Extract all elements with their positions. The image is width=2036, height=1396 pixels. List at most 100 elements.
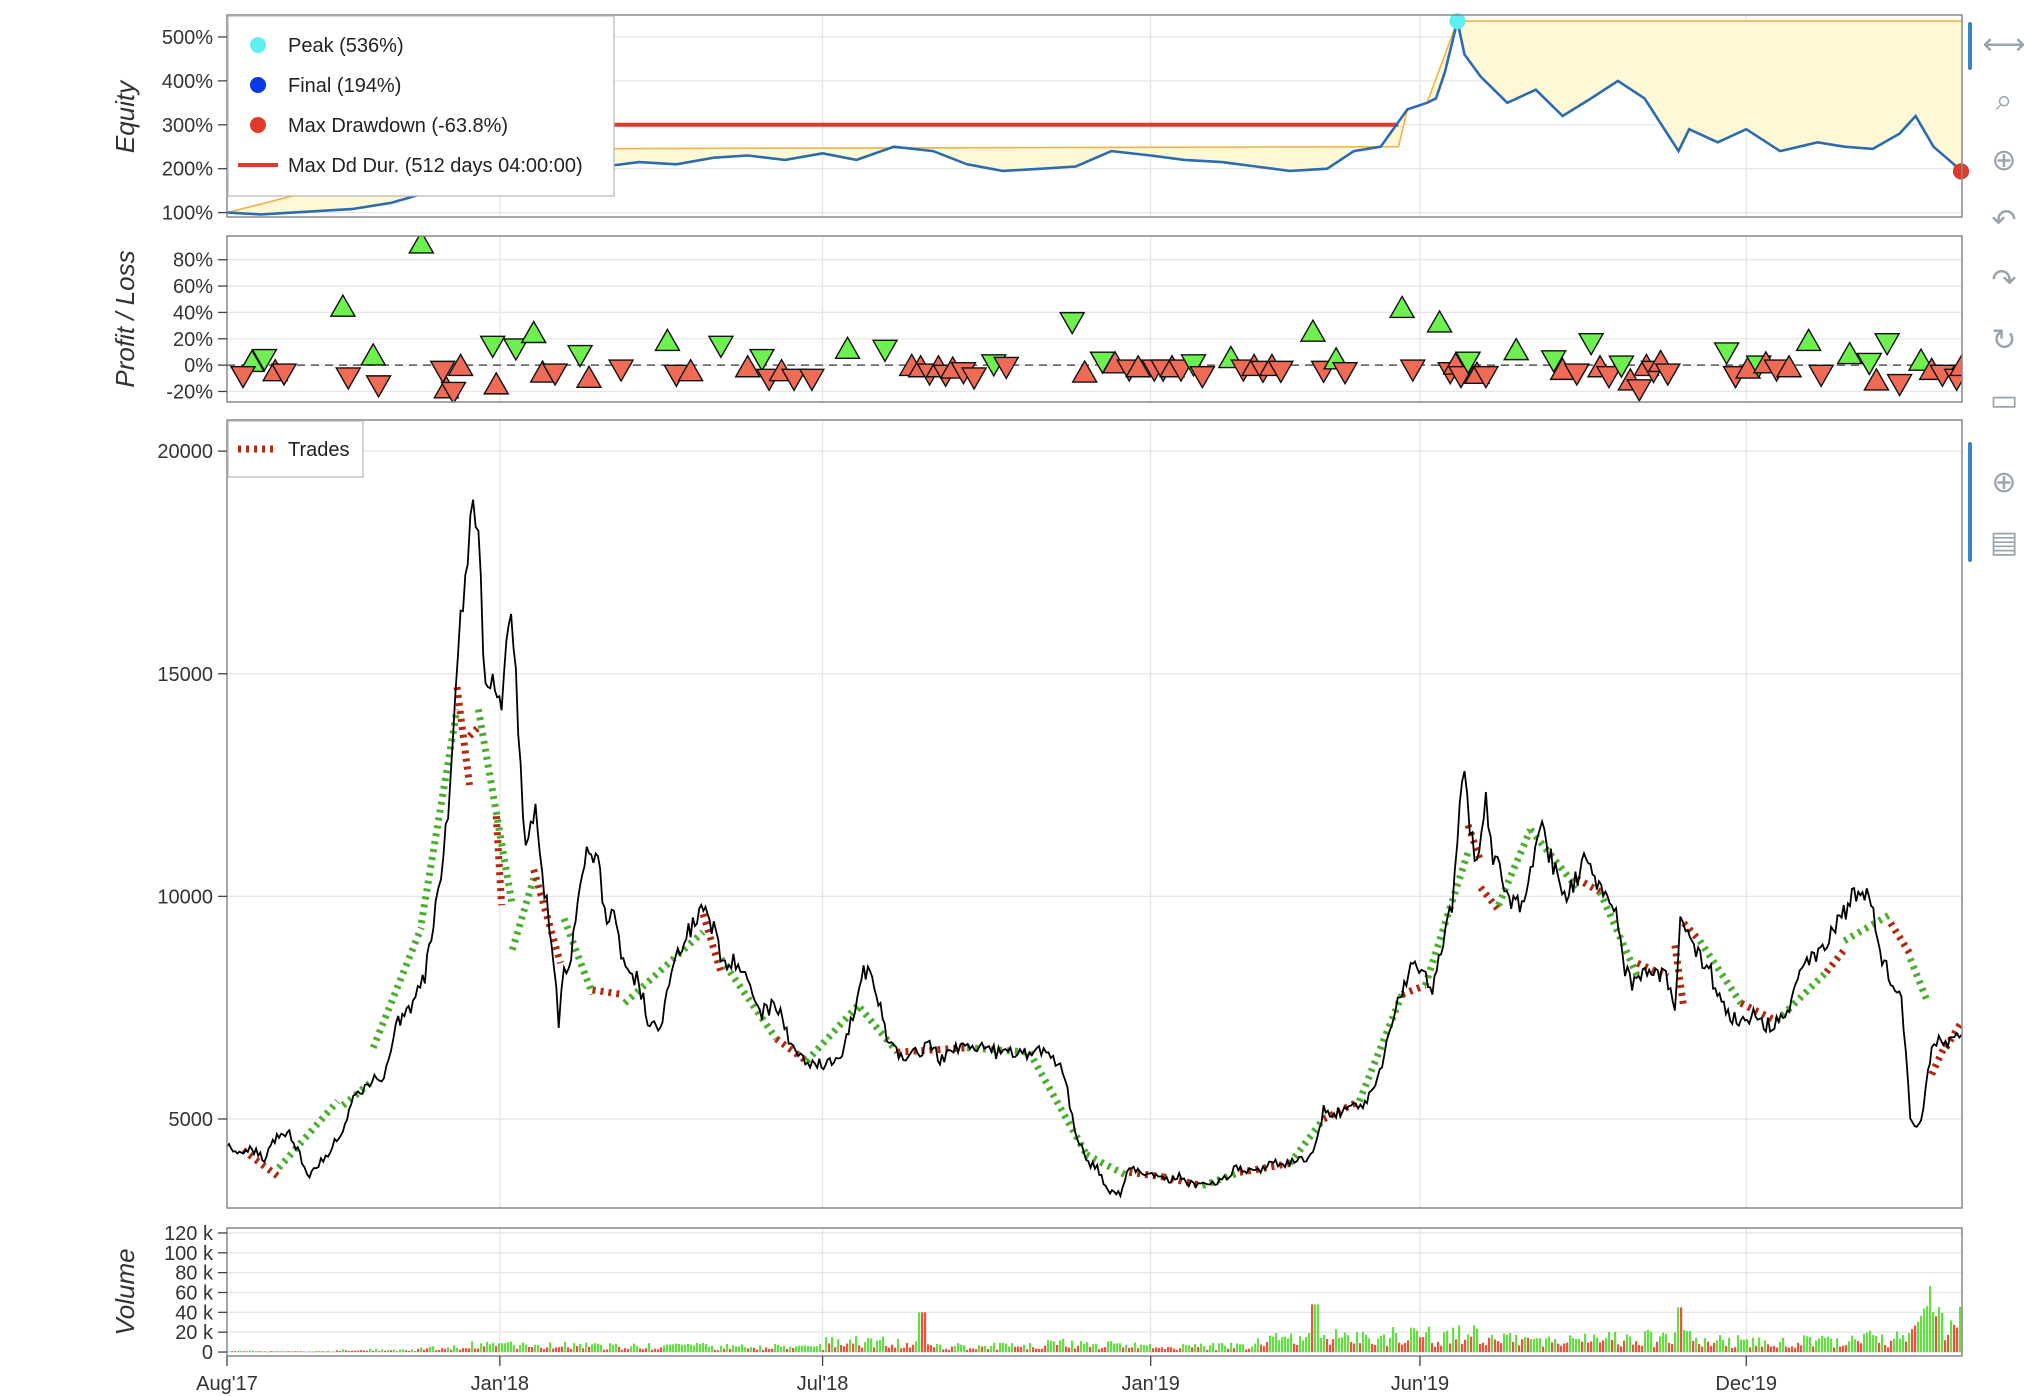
losing-trade-line <box>1681 920 1703 944</box>
volume-bar <box>786 1348 789 1353</box>
volume-bar <box>1584 1333 1587 1353</box>
wheel-zoom-tool[interactable]: ⊕ <box>1984 140 2024 180</box>
volume-bar <box>840 1345 843 1353</box>
volume-bar <box>531 1347 534 1353</box>
volume-bar <box>906 1343 909 1353</box>
losing-trade-line <box>467 724 481 739</box>
volume-bar <box>552 1348 555 1353</box>
volume-bar <box>333 1351 336 1353</box>
losing-trade-line <box>1464 823 1484 862</box>
losing-trade-marker <box>1626 379 1653 402</box>
volume-bar <box>1563 1343 1566 1353</box>
losing-trade-line <box>1887 921 1914 957</box>
volume-bar <box>1347 1335 1350 1353</box>
volume-bar <box>1425 1332 1428 1353</box>
volume-bar <box>1521 1339 1524 1353</box>
crosshair-tool[interactable]: ⊕ <box>1984 462 2024 502</box>
volume-bar <box>957 1343 960 1353</box>
volume-bar <box>588 1346 591 1353</box>
volume-bar <box>1209 1345 1212 1353</box>
volume-bar <box>1287 1338 1290 1353</box>
crosshair-icon: ⊕ <box>1991 464 2017 500</box>
undo-tool[interactable]: ↶ <box>1984 200 2024 240</box>
y-tick-label: 80 k <box>175 1263 214 1285</box>
volume-bar <box>1290 1333 1293 1353</box>
volume-bar <box>804 1345 807 1353</box>
volume-bar <box>369 1348 372 1353</box>
price-panel[interactable]: 5000 10000 15000 20000 Trades <box>157 419 1963 1209</box>
hover-tool[interactable]: ▤ <box>1984 522 2024 562</box>
volume-bar <box>1224 1345 1227 1353</box>
volume-bar <box>1410 1327 1413 1353</box>
winning-trade-line <box>803 1000 863 1064</box>
volume-bar <box>663 1345 666 1353</box>
volume-bar <box>660 1347 663 1353</box>
volume-bar <box>510 1341 513 1353</box>
volume-bar <box>291 1351 294 1353</box>
losing-trade-marker <box>1399 359 1426 383</box>
volume-bar <box>1797 1342 1800 1353</box>
volume-bar <box>897 1338 900 1353</box>
redo-tool[interactable]: ↷ <box>1984 260 2024 300</box>
pan-tool[interactable]: ⟷ <box>1983 24 2026 64</box>
box-zoom-tool[interactable]: ⌕ <box>1984 80 2024 120</box>
volume-bar <box>1578 1338 1581 1353</box>
equity-panel[interactable]: 100% 200% 300% 400% 500% Equity Peak (536%) F… <box>110 13 1969 225</box>
legend-label: Final (194%) <box>288 75 401 97</box>
volume-bar <box>1221 1343 1224 1353</box>
volume-bar <box>723 1348 726 1353</box>
volume-bar <box>1440 1345 1443 1353</box>
volume-bar <box>1857 1341 1860 1353</box>
volume-bar <box>540 1347 543 1353</box>
volume-bar <box>639 1348 642 1353</box>
winning-trade-line <box>417 708 461 924</box>
volume-bar <box>720 1345 723 1353</box>
reset-tool[interactable]: ↻ <box>1984 320 2024 360</box>
volume-bar <box>1530 1339 1533 1353</box>
winning-trade-marker <box>1713 342 1740 366</box>
volume-bar <box>258 1351 261 1353</box>
save-tool[interactable]: ▭ <box>1984 380 2024 420</box>
volume-bar <box>339 1351 342 1353</box>
volume-bar <box>384 1350 387 1353</box>
volume-bar <box>468 1348 471 1353</box>
volume-bar <box>744 1347 747 1353</box>
volume-bar <box>597 1343 600 1353</box>
volume-bar <box>1404 1342 1407 1353</box>
volume-bar <box>615 1343 618 1353</box>
y-tick-label: 500% <box>162 27 213 49</box>
volume-bar <box>1128 1347 1131 1353</box>
volume-bar <box>1518 1345 1521 1353</box>
x-tick-label: Jan'18 <box>471 1373 529 1395</box>
hover-icon: ▤ <box>1989 524 2019 560</box>
losing-trade-marker <box>365 375 392 399</box>
losing-trade-line <box>1671 944 1688 1009</box>
losing-trade-marker <box>1654 363 1681 387</box>
x-tick-label: Jun'19 <box>1391 1373 1449 1395</box>
volume-bar <box>960 1344 963 1353</box>
volume-bar <box>1794 1347 1797 1353</box>
volume-bar <box>1413 1328 1416 1353</box>
losing-trade-line <box>1400 982 1427 998</box>
volume-bar <box>1143 1345 1146 1353</box>
profit-loss-axis-title: Profit / Loss <box>110 250 140 387</box>
save-icon: ▭ <box>1989 382 2019 418</box>
volume-bar <box>1791 1346 1794 1353</box>
volume-bar <box>1293 1343 1296 1353</box>
volume-bar <box>1035 1348 1038 1353</box>
volume-bar <box>1326 1338 1329 1353</box>
volume-bar <box>381 1349 384 1353</box>
volume-bar <box>1515 1334 1518 1353</box>
volume-bar <box>393 1349 396 1353</box>
y-tick-label: 0 <box>202 1342 213 1364</box>
volume-bar <box>1845 1345 1848 1353</box>
volume-bar <box>1026 1349 1029 1353</box>
volume-bar <box>624 1348 627 1353</box>
volume-bar <box>1281 1337 1284 1353</box>
volume-bar <box>894 1347 897 1353</box>
volume-bar <box>1416 1330 1419 1353</box>
equity-legend: Peak (536%) Final (194%) Max Drawdown (-63… <box>227 15 615 197</box>
price-y-axis: 5000 10000 15000 20000 <box>157 441 227 1131</box>
profit-loss-panel[interactable]: -20% 0% 20% 40% 60% 80% Profit / Loss <box>110 232 1974 404</box>
